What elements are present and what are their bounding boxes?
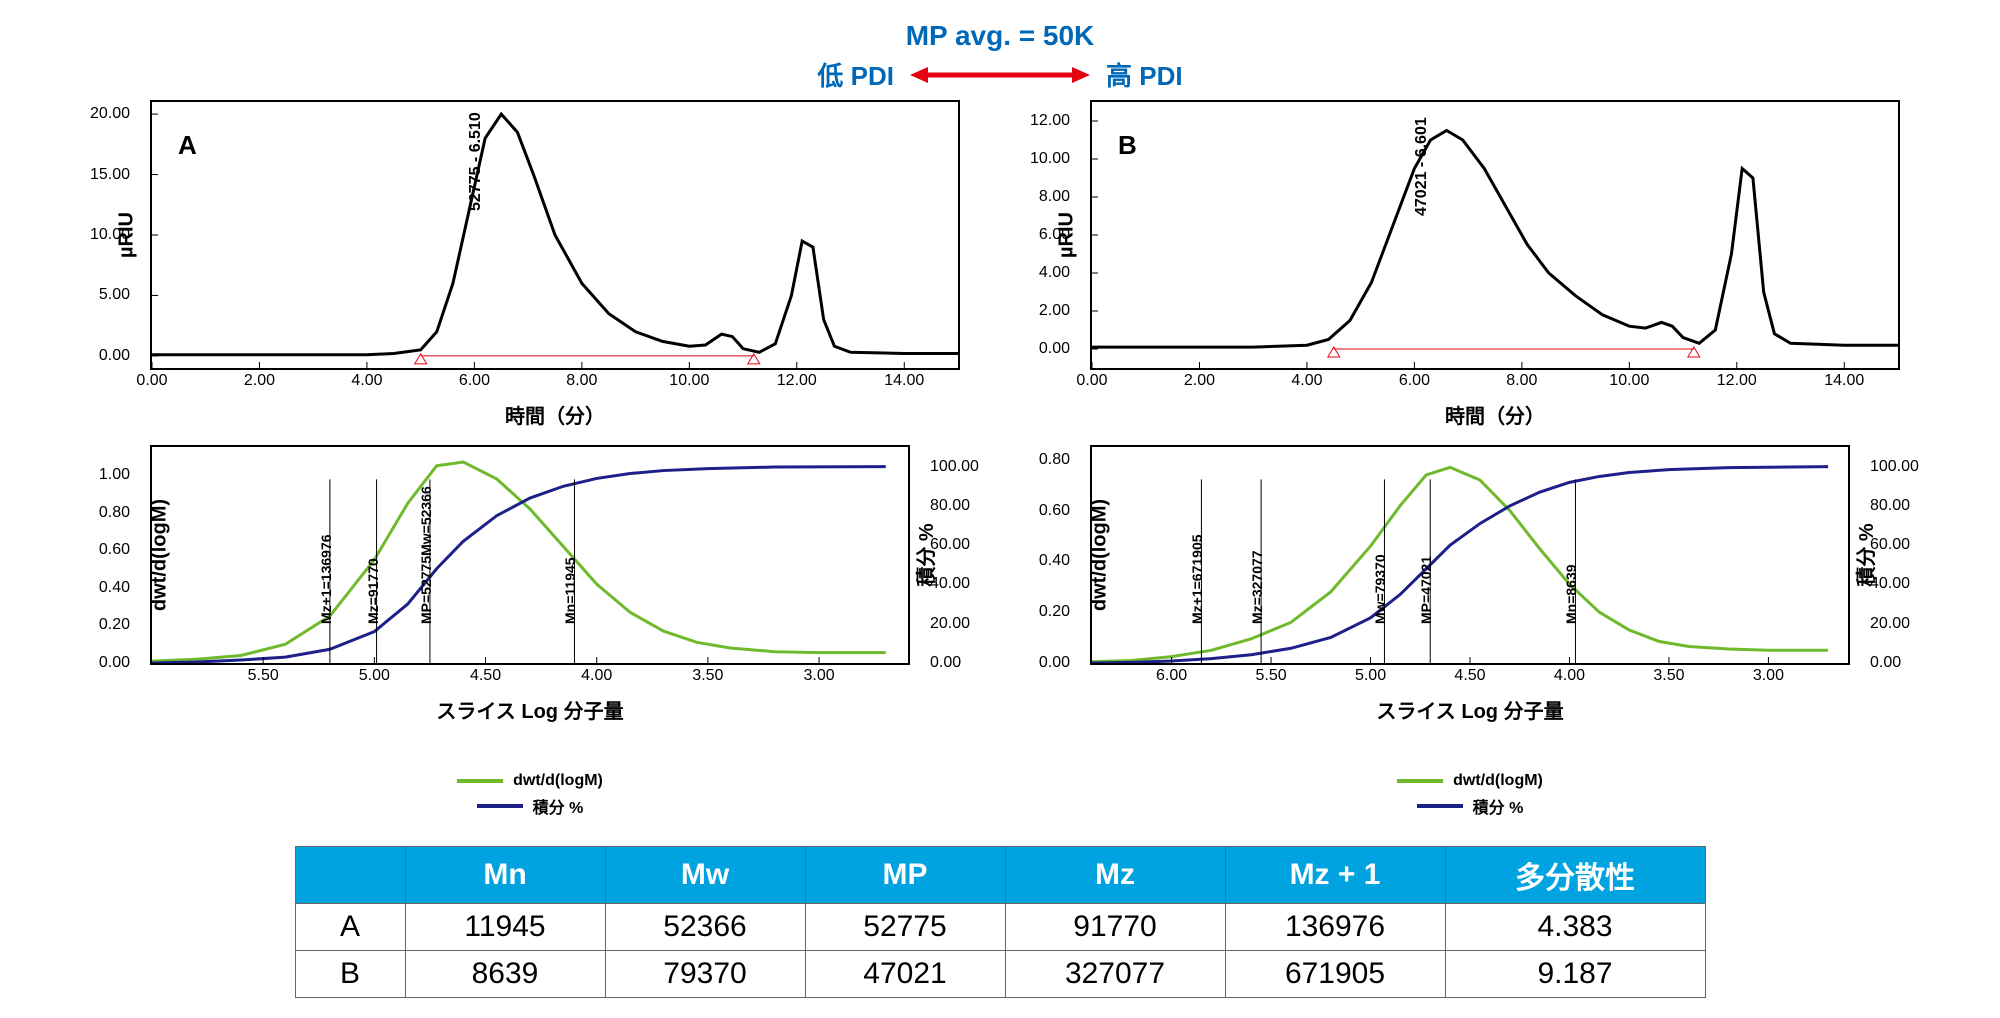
xticks: 6.005.505.004.504.003.503.00	[1092, 667, 1848, 689]
chart-a-bot-svg	[152, 447, 908, 663]
column-b: µRIU B 0.002.004.006.008.0010.0012.0014.…	[1020, 100, 1920, 818]
legend-b: dwt/d(logM)積分 %	[1090, 772, 1850, 818]
panel-b-label: B	[1118, 130, 1137, 161]
table-header: MP	[805, 847, 1005, 904]
table-header: Mw	[605, 847, 805, 904]
chart-b-bot-svg	[1092, 447, 1848, 663]
panel-a-label: A	[178, 130, 197, 161]
xticks: 0.002.004.006.008.0010.0012.0014.00	[1092, 372, 1898, 394]
xticks: 0.002.004.006.008.0010.0012.0014.00	[152, 372, 958, 394]
chart-a-bot: dwt/d(logM) 積分 % 5.505.004.504.003.503.0…	[150, 445, 910, 665]
axis-x-label: 時間（分）	[150, 400, 960, 429]
table-header: Mz + 1	[1225, 847, 1445, 904]
peak-a-label: 52775 - 6.510	[467, 112, 485, 211]
table-cell: 8639	[405, 951, 605, 998]
low-pdi-label: 低 PDI	[817, 56, 894, 93]
table-wrap: MnMwMPMzMz + 1多分散性A119455236652775917701…	[60, 846, 1940, 998]
column-a: µRIU A 0.002.004.006.008.0010.0012.0014.…	[80, 100, 980, 818]
axis-x-label: スライス Log 分子量	[1090, 695, 1850, 724]
table-cell: 52775	[805, 904, 1005, 951]
table-header: 多分散性	[1445, 847, 1705, 904]
table-cell: 136976	[1225, 904, 1445, 951]
results-table: MnMwMPMzMz + 1多分散性A119455236652775917701…	[295, 846, 1706, 998]
peak-b-label: 47021 - 6.601	[1413, 117, 1431, 216]
axis-x-label: 時間（分）	[1090, 400, 1900, 429]
table-cell: B	[295, 951, 405, 998]
table-header: Mz	[1005, 847, 1225, 904]
header: MP avg. = 50K 低 PDI 高 PDI	[60, 20, 1940, 90]
header-row: 低 PDI 高 PDI	[60, 56, 1940, 93]
table-header	[295, 847, 405, 904]
table-header: Mn	[405, 847, 605, 904]
high-pdi-label: 高 PDI	[1106, 56, 1183, 93]
table-cell: A	[295, 904, 405, 951]
table-cell: 327077	[1005, 951, 1225, 998]
legend-a: dwt/d(logM)積分 %	[150, 772, 910, 818]
table-cell: 91770	[1005, 904, 1225, 951]
xticks: 5.505.004.504.003.503.00	[152, 667, 908, 689]
table-cell: 79370	[605, 951, 805, 998]
table-cell: 52366	[605, 904, 805, 951]
table-cell: 11945	[405, 904, 605, 951]
chart-b-top: µRIU B 0.002.004.006.008.0010.0012.0014.…	[1090, 100, 1900, 370]
chart-b-top-svg	[1092, 102, 1898, 368]
table-cell: 4.383	[1445, 904, 1705, 951]
table-cell: 9.187	[1445, 951, 1705, 998]
axis-y-label: dwt/d(logM)	[149, 499, 172, 611]
chart-a-top-svg	[152, 102, 958, 368]
page: MP avg. = 50K 低 PDI 高 PDI µRIU A 0.002.0…	[0, 0, 2000, 1018]
table-row: B863979370470213270776719059.187	[295, 951, 1705, 998]
axis-y-label: dwt/d(logM)	[1089, 499, 1112, 611]
arrow-icon	[910, 63, 1090, 87]
header-mp-text: MP avg. = 50K	[60, 20, 1940, 52]
chart-b-bot: dwt/d(logM) 積分 % 6.005.505.004.504.003.5…	[1090, 445, 1850, 665]
table-cell: 47021	[805, 951, 1005, 998]
table-cell: 671905	[1225, 951, 1445, 998]
chart-a-top: µRIU A 0.002.004.006.008.0010.0012.0014.…	[150, 100, 960, 370]
chart-grid: µRIU A 0.002.004.006.008.0010.0012.0014.…	[60, 100, 1940, 818]
axis-x-label: スライス Log 分子量	[150, 695, 910, 724]
table-row: A119455236652775917701369764.383	[295, 904, 1705, 951]
